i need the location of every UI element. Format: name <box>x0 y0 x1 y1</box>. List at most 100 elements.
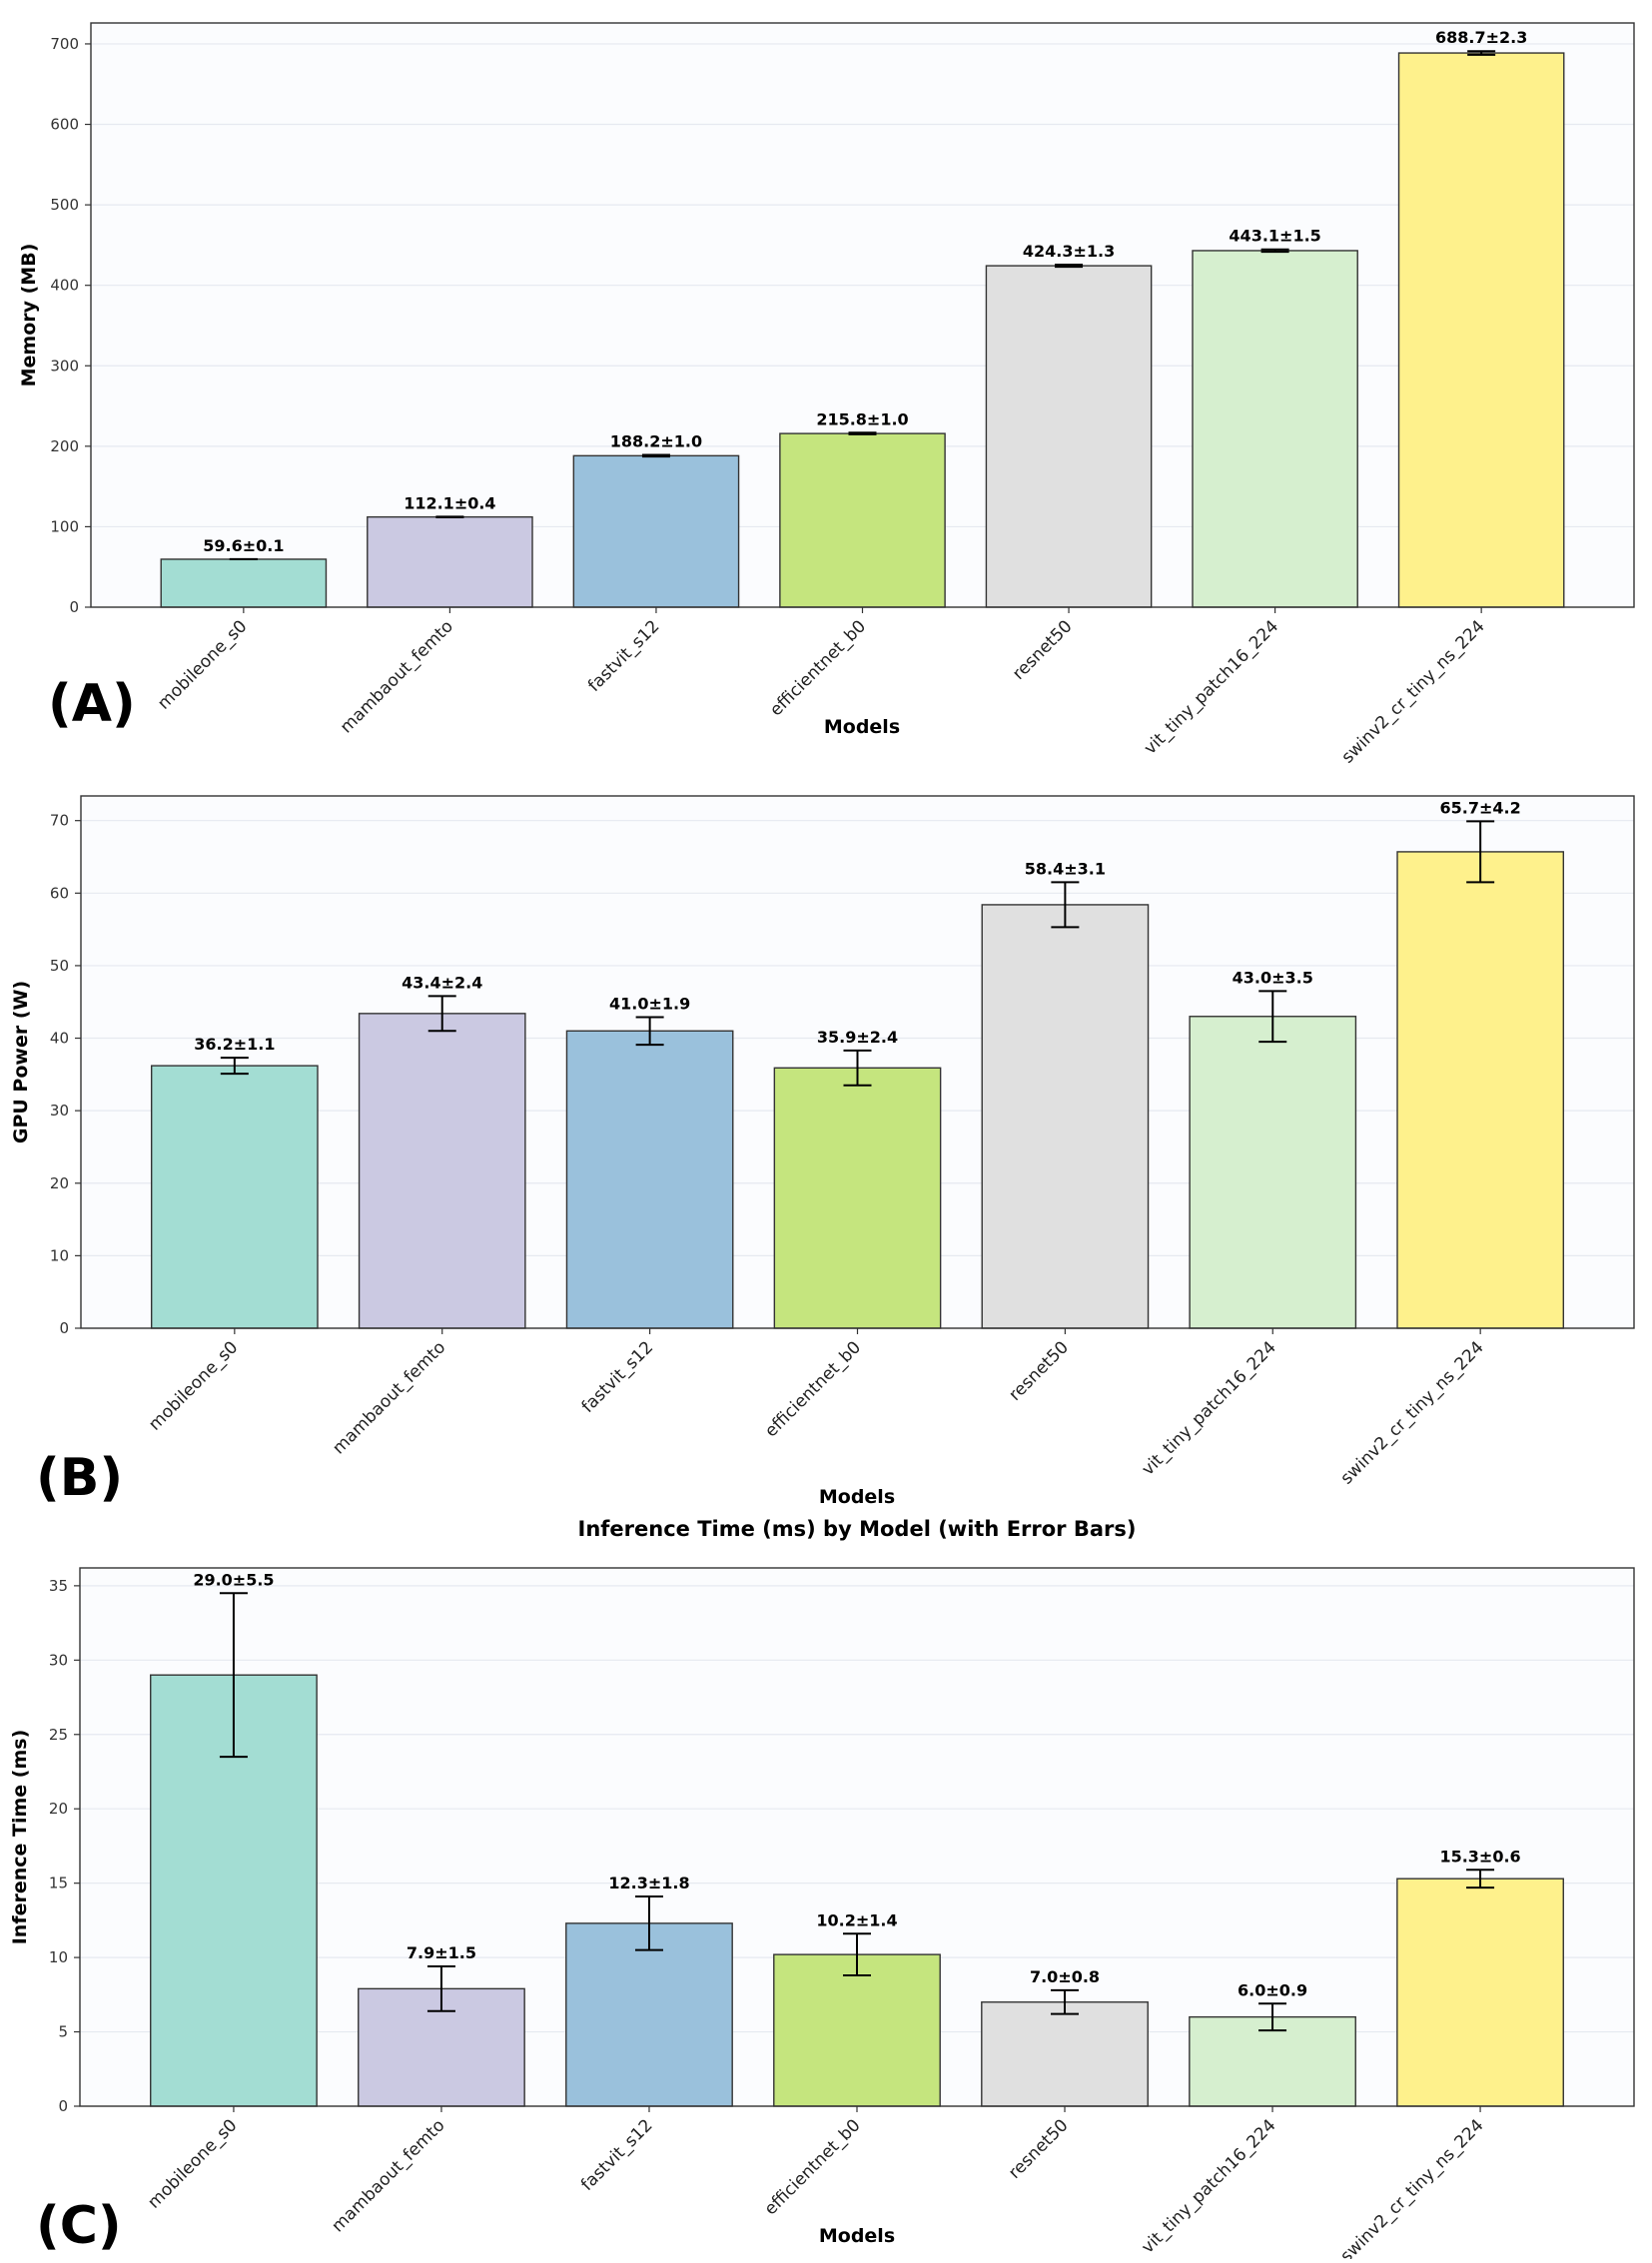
y-tick-label: 30 <box>50 1102 69 1120</box>
x-tick-label: mambaout_femto <box>329 1337 449 1458</box>
y-tick-label: 200 <box>50 437 79 455</box>
y-axis-label: Memory (MB) <box>18 244 40 387</box>
value-label: 15.3±0.6 <box>1439 1847 1520 1866</box>
bar-swinv2_cr_tiny_ns_224 <box>1396 1878 1564 2107</box>
y-tick-label: 400 <box>50 277 79 295</box>
bar-vit_tiny_patch16_224 <box>1189 2015 1356 2107</box>
y-tick-label: 0 <box>59 1319 69 1337</box>
x-axis-label: Models <box>819 2225 895 2247</box>
bar-resnet50 <box>985 265 1153 608</box>
value-label: 59.6±0.1 <box>203 536 284 555</box>
panel-label: (A) <box>48 674 136 734</box>
value-label: 112.1±0.4 <box>404 493 495 512</box>
bar-mobileone_s0 <box>150 1065 319 1329</box>
value-label: 424.3±1.3 <box>1023 242 1115 261</box>
bar-fastvit_s12 <box>572 454 740 608</box>
chart-panel-c: 0 5 10 15 20 25 30 35 29.0±5.5 mobileone_s0 7.9±1.… <box>9 1517 1635 2263</box>
x-tick-label: vit_tiny_patch16_224 <box>1138 2115 1279 2257</box>
axes-frame <box>80 795 1635 1329</box>
bar-swinv2_cr_tiny_ns_224 <box>1397 52 1565 608</box>
bar-resnet50 <box>981 904 1150 1329</box>
y-tick-label: 20 <box>49 1800 68 1818</box>
y-tick-label: 60 <box>50 884 69 902</box>
x-tick-label: fastvit_s12 <box>577 2115 656 2194</box>
x-tick-label: mobileone_s0 <box>154 616 251 713</box>
x-tick-label: efficientnet_b0 <box>766 616 870 720</box>
bar-mobileone_s0 <box>160 558 328 608</box>
x-tick-label: mobileone_s0 <box>145 1337 242 1434</box>
x-tick-label: resnet50 <box>1005 2115 1073 2183</box>
x-tick-label: swinv2_cr_tiny_ns_224 <box>1337 1337 1488 1488</box>
value-label: 188.2±1.0 <box>610 432 702 451</box>
value-label: 36.2±1.1 <box>194 1035 275 1054</box>
value-label: 43.4±2.4 <box>402 973 482 992</box>
value-label: 43.0±3.5 <box>1233 968 1313 987</box>
y-tick-label: 10 <box>50 1246 69 1264</box>
bar-efficientnet_b0 <box>773 1067 942 1329</box>
bar-mambaout_femto <box>358 1013 526 1329</box>
axes-frame <box>79 1567 1635 2107</box>
y-tick-label: 300 <box>50 357 79 375</box>
panel-label: (C) <box>36 2196 122 2256</box>
value-label: 58.4±3.1 <box>1025 859 1106 878</box>
value-label: 12.3±1.8 <box>608 1874 689 1892</box>
bar-mambaout_femto <box>367 515 533 608</box>
bar-fastvit_s12 <box>565 1030 734 1329</box>
y-tick-label: 5 <box>58 2023 68 2041</box>
y-tick-label: 0 <box>58 2097 68 2115</box>
bar-efficientnet_b0 <box>779 432 946 608</box>
x-tick-label: mambaout_femto <box>328 2115 448 2236</box>
y-tick-label: 70 <box>50 812 69 830</box>
value-label: 10.2±1.4 <box>816 1910 897 1929</box>
value-label: 41.0±1.9 <box>609 994 690 1013</box>
value-label: 65.7±4.2 <box>1440 798 1521 817</box>
x-tick-label: efficientnet_b0 <box>761 1337 865 1441</box>
y-tick-label: 0 <box>69 598 79 616</box>
value-label: 35.9±2.4 <box>817 1028 898 1047</box>
y-tick-label: 50 <box>50 957 69 975</box>
value-label: 29.0±5.5 <box>193 1570 274 1589</box>
panel-label: (B) <box>36 1448 123 1508</box>
chart-panel-b: 0 10 20 30 40 50 60 70 36.2±1.1 mobileone_s0 43.4±… <box>10 795 1635 1508</box>
chart-title: Inference Time (ms) by Model (with Error… <box>578 1517 1137 1541</box>
x-tick-label: resnet50 <box>1005 1337 1073 1405</box>
y-axis-label: Inference Time (ms) <box>9 1730 31 1945</box>
x-tick-label: efficientnet_b0 <box>761 2115 865 2219</box>
bar-efficientnet_b0 <box>773 1953 941 2107</box>
x-tick-label: swinv2_cr_tiny_ns_224 <box>1338 616 1489 767</box>
y-tick-label: 40 <box>50 1030 69 1048</box>
y-tick-label: 500 <box>50 196 79 214</box>
bar-swinv2_cr_tiny_ns_224 <box>1396 851 1565 1329</box>
y-tick-label: 100 <box>50 517 79 535</box>
chart-panel-a: 0 100 200 300 400 500 600 700 59.6±0.1 mobileone_… <box>18 22 1635 768</box>
value-label: 688.7±2.3 <box>1435 28 1527 47</box>
y-tick-label: 20 <box>50 1174 69 1192</box>
value-label: 215.8±1.0 <box>816 409 908 428</box>
bar-vit_tiny_patch16_224 <box>1189 1016 1357 1329</box>
axes-frame <box>90 22 1635 608</box>
y-tick-label: 35 <box>49 1577 68 1595</box>
y-axis-label: GPU Power (W) <box>10 981 32 1143</box>
value-label: 7.0±0.8 <box>1030 1967 1100 1986</box>
x-tick-label: resnet50 <box>1009 616 1077 684</box>
x-tick-label: vit_tiny_patch16_224 <box>1139 1337 1280 1479</box>
x-tick-label: mambaout_femto <box>337 616 457 737</box>
x-axis-label: Models <box>819 1486 895 1508</box>
x-tick-label: fastvit_s12 <box>584 616 663 695</box>
x-tick-label: swinv2_cr_tiny_ns_224 <box>1336 2115 1487 2259</box>
bar-vit_tiny_patch16_224 <box>1192 250 1358 608</box>
value-label: 443.1±1.5 <box>1229 227 1320 246</box>
value-label: 7.9±1.5 <box>407 1943 476 1962</box>
bar-resnet50 <box>981 2001 1149 2107</box>
x-tick-label: vit_tiny_patch16_224 <box>1141 616 1282 758</box>
x-axis-label: Models <box>824 716 900 738</box>
value-label: 6.0±0.9 <box>1238 1980 1307 1999</box>
y-tick-label: 15 <box>49 1875 68 1892</box>
bar-fastvit_s12 <box>565 1922 733 2107</box>
y-tick-label: 25 <box>49 1726 68 1744</box>
y-tick-label: 700 <box>50 35 79 53</box>
y-tick-label: 10 <box>49 1948 68 1966</box>
y-tick-label: 600 <box>50 116 79 134</box>
x-tick-label: mobileone_s0 <box>144 2115 241 2212</box>
x-tick-label: fastvit_s12 <box>578 1337 657 1416</box>
